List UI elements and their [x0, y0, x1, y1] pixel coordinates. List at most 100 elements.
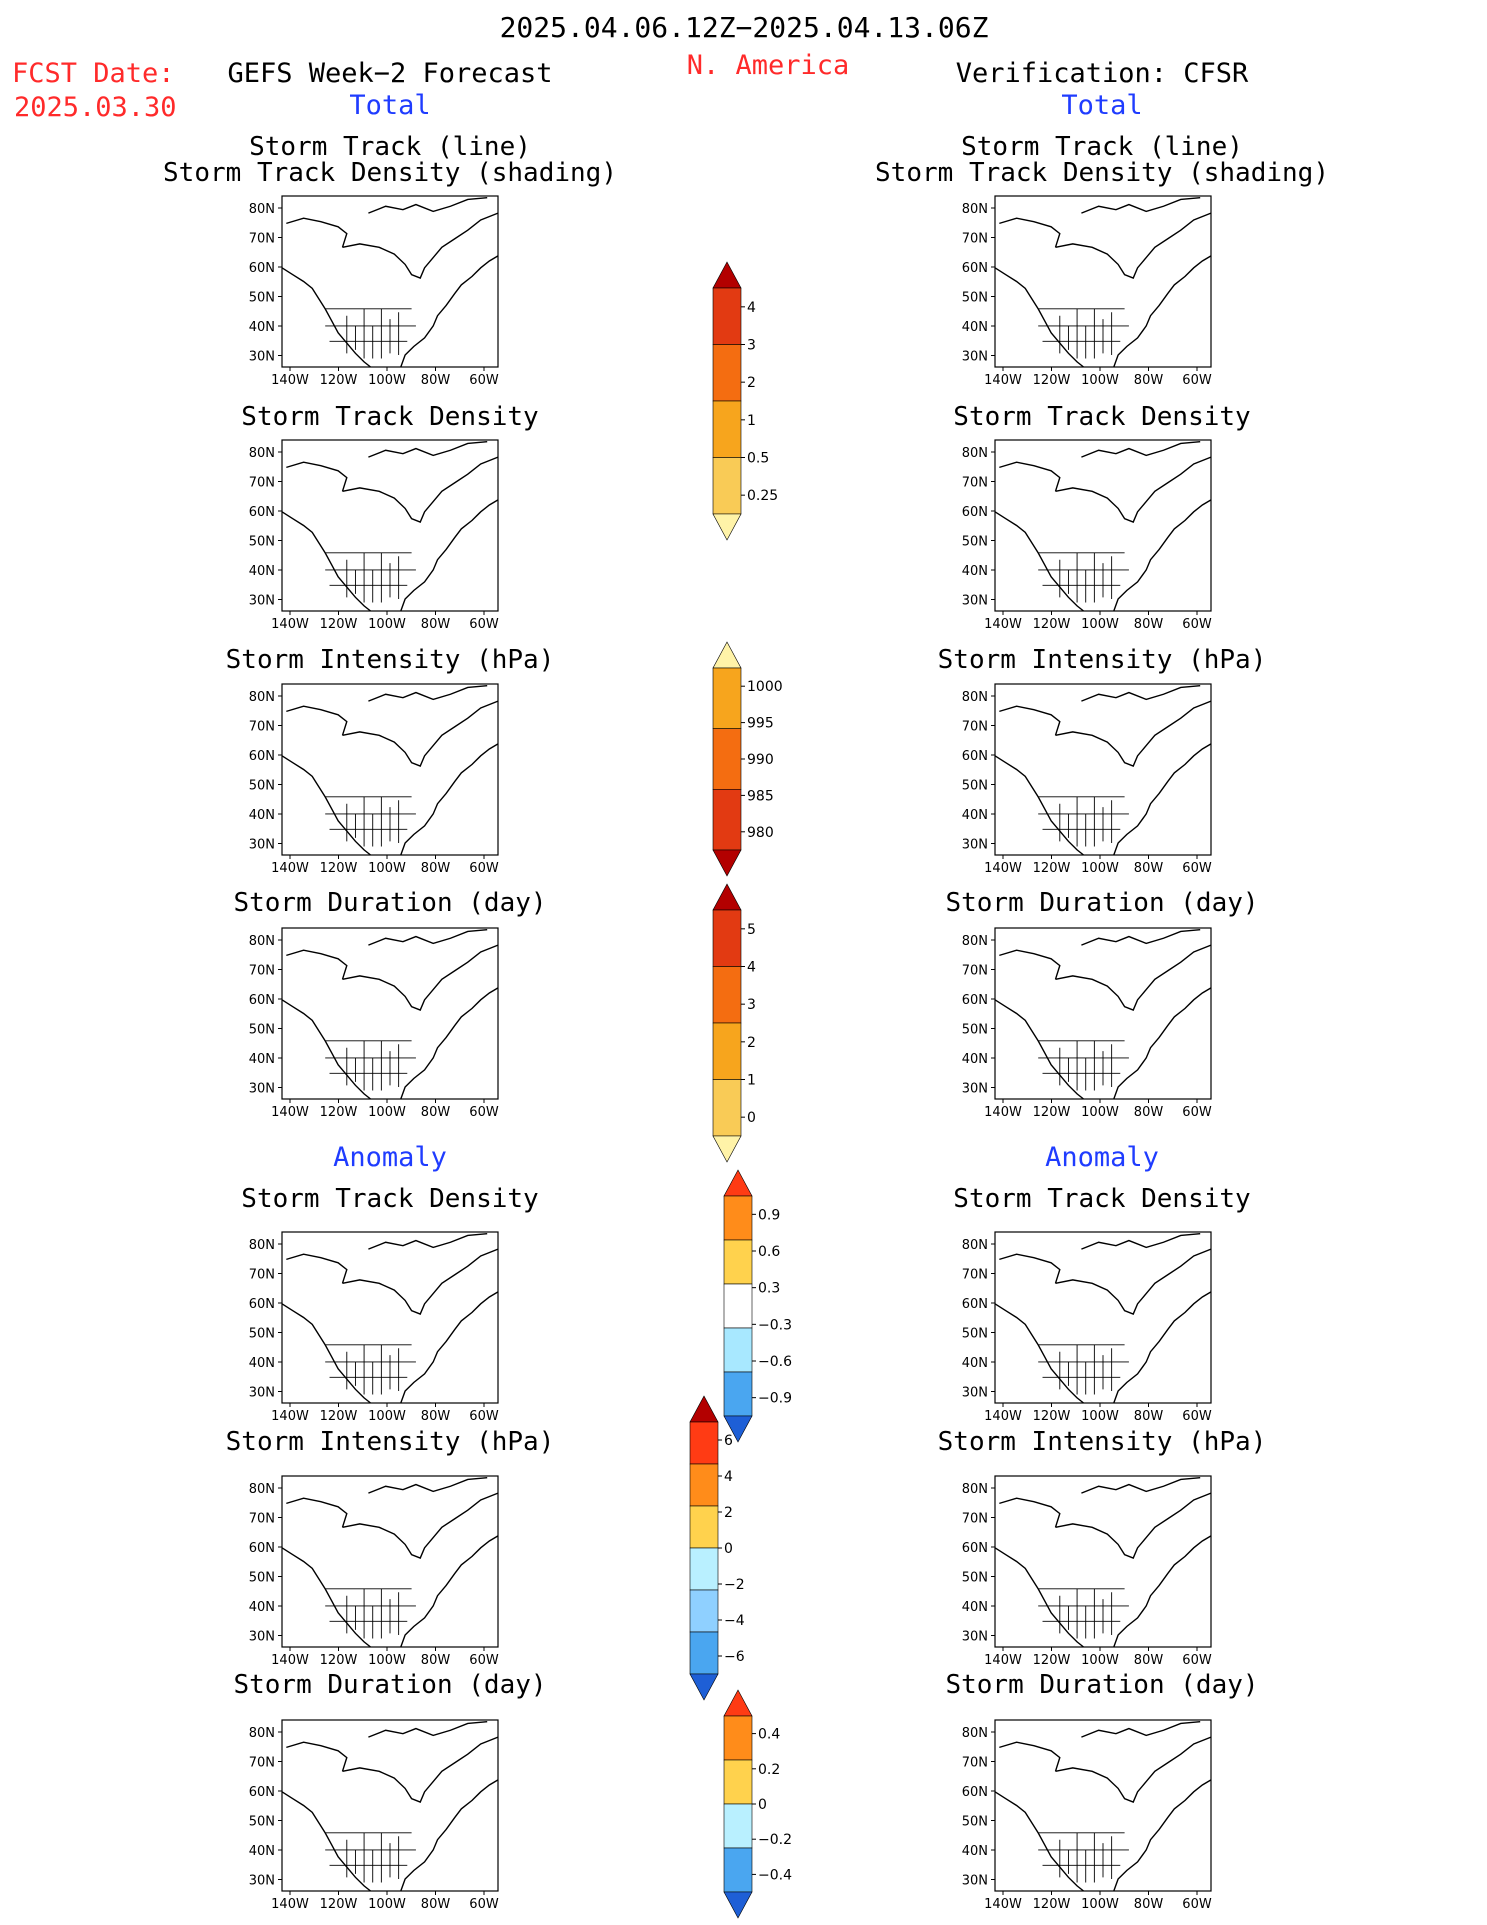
panel-title-anom-duration: Storm Duration (day) [233, 1670, 547, 1700]
lat-label: 30N [962, 594, 988, 609]
lat-label: 40N [249, 320, 275, 335]
lon-label: 60W [469, 1105, 499, 1120]
map-panel: 80N 70N 60N 50N 40N 30N 140W 120W 100W 80W 60W [962, 684, 1212, 876]
map-panel: 80N 70N 60N 50N 40N 30N 140W 120W 100W 80W 60W [962, 440, 1212, 632]
lon-label: 120W [320, 617, 358, 632]
lat-label: 70N [249, 1512, 275, 1527]
coastline [995, 1722, 1211, 1891]
coastline [995, 1478, 1211, 1647]
colorbar-bottom-arrow [712, 1135, 742, 1163]
panel-title-anom-density: Storm Track Density [241, 1184, 539, 1214]
lon-label: 60W [1182, 1105, 1212, 1120]
lat-label: 50N [962, 1571, 988, 1586]
lat-label: 70N [962, 476, 988, 491]
map-panel: 80N 70N 60N 50N 40N 30N 140W 120W 100W 80W 60W [962, 196, 1212, 388]
lat-label: 80N [962, 202, 988, 217]
coastline [282, 1478, 498, 1647]
lat-label: 80N [962, 934, 988, 949]
lon-label: 80W [1134, 373, 1164, 388]
lat-label: 70N [962, 964, 988, 979]
political-borders [325, 797, 416, 847]
lat-label: 40N [249, 1356, 275, 1371]
lon-label: 120W [1033, 373, 1071, 388]
colorbar-label: 4 [747, 300, 756, 316]
colorbar-label: 0 [724, 1541, 733, 1557]
colorbar-segment [689, 1547, 719, 1591]
political-borders [1038, 1833, 1129, 1883]
lat-label: 60N [962, 261, 988, 276]
coastline [282, 930, 498, 1099]
colorbar-label: −0.3 [758, 1317, 792, 1333]
lat-label: 60N [249, 1785, 275, 1800]
lat-label: 80N [962, 1726, 988, 1741]
map-panel: 80N 70N 60N 50N 40N 30N 140W 120W 100W 80W 60W [249, 928, 499, 1120]
lat-label: 70N [249, 232, 275, 247]
lat-label: 80N [249, 202, 275, 217]
colorbar-anom-intensity: 6 4 2 0 −2 −4 −6 [689, 1395, 745, 1701]
lon-label: 100W [1081, 617, 1119, 632]
panel-title-anom-density-verif: Storm Track Density [953, 1184, 1251, 1214]
colorbar-segment [689, 1463, 719, 1507]
lat-label: 40N [249, 808, 275, 823]
lon-label: 80W [421, 373, 451, 388]
lat-label: 70N [249, 1756, 275, 1771]
coastline [995, 686, 1211, 855]
colorbar-label: 990 [747, 752, 774, 768]
colorbar-label: 2 [747, 1035, 756, 1051]
lon-label: 100W [368, 1653, 406, 1668]
panel-title-track-density-shading: Storm Track Density (shading) [163, 158, 617, 188]
colorbar-label: 0.3 [758, 1281, 780, 1297]
lat-label: 40N [249, 1600, 275, 1615]
total-label-left: Total [349, 90, 431, 121]
lat-label: 70N [962, 1512, 988, 1527]
lat-label: 30N [962, 838, 988, 853]
coastline [282, 1722, 498, 1891]
map-panel: 80N 70N 60N 50N 40N 30N 140W 120W 100W 80W 60W [962, 1232, 1212, 1424]
lon-label: 120W [320, 861, 358, 876]
colorbar-label: 1000 [747, 679, 783, 695]
lon-label: 100W [1081, 373, 1119, 388]
lat-label: 60N [962, 1541, 988, 1556]
colorbar-anom-density: 0.9 0.6 0.3 −0.3 −0.6 −0.9 [723, 1169, 792, 1443]
colorbar-segment [723, 1715, 753, 1761]
colorbar-segment [723, 1847, 753, 1893]
lat-label: 40N [962, 1356, 988, 1371]
colorbar-segment [712, 1022, 742, 1080]
colorbar-duration: 5 4 3 2 1 0 [712, 883, 756, 1163]
political-borders [1038, 553, 1129, 603]
lon-label: 120W [1033, 861, 1071, 876]
lat-label: 60N [249, 749, 275, 764]
colorbar-bottom-arrow [712, 849, 742, 877]
lat-label: 50N [249, 1023, 275, 1038]
lat-label: 60N [249, 1297, 275, 1312]
lon-label: 100W [1081, 861, 1119, 876]
fcst-date-label: FCST Date: [12, 58, 175, 89]
political-borders [1038, 1589, 1129, 1639]
lon-label: 120W [1033, 1897, 1071, 1912]
lat-label: 30N [249, 1386, 275, 1401]
lat-label: 70N [249, 1268, 275, 1283]
lon-label: 120W [1033, 617, 1071, 632]
lon-label: 140W [984, 1653, 1022, 1668]
fcst-date-value: 2025.03.30 [14, 92, 177, 123]
lon-label: 100W [1081, 1897, 1119, 1912]
map-panel: 80N 70N 60N 50N 40N 30N 140W 120W 100W 80W 60W [249, 196, 499, 388]
colorbar-segment [712, 667, 742, 729]
lat-label: 70N [249, 964, 275, 979]
lat-label: 80N [249, 446, 275, 461]
lat-label: 70N [962, 232, 988, 247]
lon-label: 140W [271, 1653, 309, 1668]
lon-label: 60W [469, 1409, 499, 1424]
lat-label: 40N [249, 564, 275, 579]
political-borders [325, 1345, 416, 1395]
map-panel: 80N 70N 60N 50N 40N 30N 140W 120W 100W 80W 60W [249, 1476, 499, 1668]
colorbar-segment [712, 457, 742, 515]
total-label-right: Total [1061, 90, 1143, 121]
lat-label: 80N [962, 690, 988, 705]
map-panel: 80N 70N 60N 50N 40N 30N 140W 120W 100W 80W 60W [249, 440, 499, 632]
colorbar-label: 0.4 [758, 1727, 780, 1743]
colorbar-label: 980 [747, 825, 774, 841]
lat-label: 30N [962, 1630, 988, 1645]
lat-label: 50N [962, 535, 988, 550]
lon-label: 60W [469, 373, 499, 388]
